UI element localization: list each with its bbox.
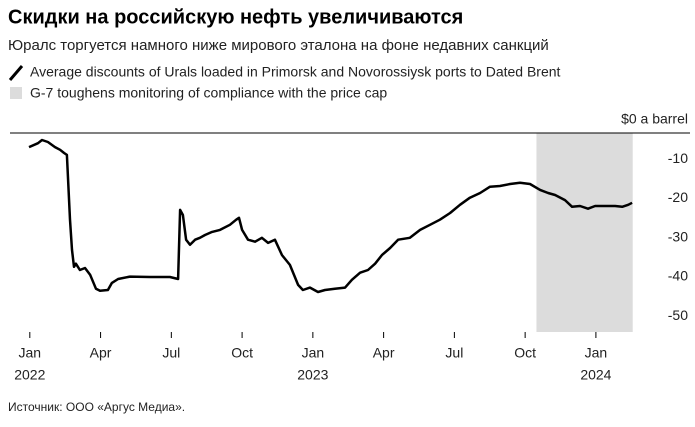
x-tick-label: Jul: [445, 345, 463, 361]
x-tick-label: Oct: [514, 345, 536, 361]
legend-label: G-7 toughens monitoring of compliance wi…: [30, 85, 387, 101]
legend-line-swatch: [8, 65, 24, 81]
y-tick-label: -30: [668, 228, 688, 244]
y-tick-label: $0 a barrel: [621, 111, 688, 127]
legend-label: Average discounts of Urals loaded in Pri…: [30, 64, 561, 80]
x-tick-label: Jan: [19, 345, 42, 361]
chart-title: Скидки на российскую нефть увеличиваются: [8, 6, 463, 28]
x-year-label: 2024: [580, 367, 611, 383]
x-year-label: 2023: [297, 367, 328, 383]
x-tick-label: Oct: [231, 345, 253, 361]
x-year-label: 2022: [14, 367, 45, 383]
data-line: [28, 138, 633, 294]
y-tick-label: -50: [668, 307, 688, 323]
y-tick-label: -40: [668, 268, 688, 284]
x-tick-label: Apr: [373, 345, 395, 361]
x-tick-label: Apr: [90, 345, 112, 361]
x-tick-label: Jul: [162, 345, 180, 361]
x-tick-label: Jan: [302, 345, 325, 361]
y-tick-label: -20: [668, 189, 688, 205]
y-tick-label: -10: [668, 150, 688, 166]
source-note: Источник: ООО «Аргус Медиа».: [8, 400, 185, 414]
shaded-period: [536, 133, 633, 332]
x-tick-label: Jan: [585, 345, 608, 361]
legend-shade-swatch: [10, 87, 22, 99]
chart-subtitle: Юралс торгуется намного ниже мирового эт…: [8, 37, 549, 54]
